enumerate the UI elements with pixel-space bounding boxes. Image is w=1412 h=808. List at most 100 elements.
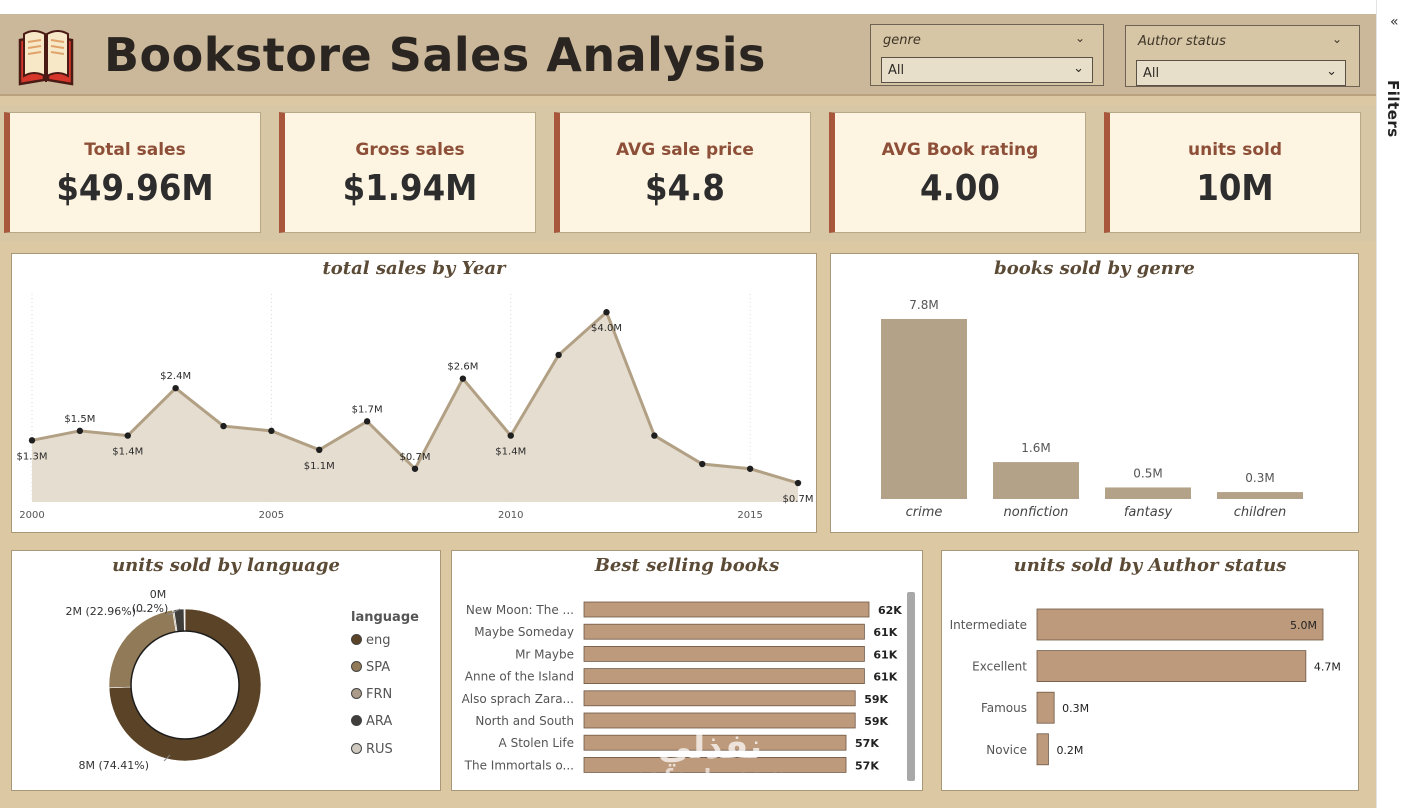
data-label: 2M (22.96%) — [65, 605, 136, 618]
kpi-card-units-sold: units sold 10M — [1104, 112, 1361, 233]
legend-marker — [351, 715, 362, 726]
data-label: 0.3M — [1062, 702, 1089, 715]
genre-slicer-label: genre — [883, 33, 921, 48]
double-chevron-left-icon[interactable]: « — [1390, 14, 1399, 30]
bar — [1036, 650, 1307, 682]
kpi-value: 4.00 — [920, 168, 1000, 209]
data-point — [411, 465, 419, 472]
area-fill — [32, 312, 798, 502]
legend-item-spa[interactable]: SPA — [351, 660, 390, 675]
data-point — [316, 446, 323, 454]
chevron-down-icon[interactable]: ⌄ — [1326, 64, 1337, 79]
bar — [993, 462, 1079, 499]
data-label: 61K — [873, 648, 897, 661]
header-bar: Bookstore Sales Analysis genre ⌄ All ⌄ A… — [0, 14, 1376, 96]
author-status-dropdown[interactable]: All ⌄ — [1136, 60, 1346, 86]
data-point — [76, 427, 84, 435]
kpi-value: $49.96M — [56, 168, 214, 209]
data-label: $1.4M — [495, 447, 526, 458]
kpi-label: AVG Book rating — [881, 140, 1039, 160]
legend-label: ARA — [366, 714, 393, 729]
category-label: Famous — [981, 701, 1027, 715]
legend-item-rus[interactable]: RUS — [351, 742, 393, 757]
data-label: $2.6M — [447, 362, 478, 373]
category-label: fantasy — [1124, 505, 1173, 520]
legend-marker — [351, 688, 362, 699]
bar — [583, 734, 847, 751]
data-point — [172, 384, 179, 392]
bar — [881, 319, 967, 499]
category-label: A Stolen Life — [499, 736, 574, 750]
kpi-card-gross-sales: Gross sales $1.94M — [279, 112, 536, 233]
legend-item-eng[interactable]: eng — [351, 633, 391, 648]
category-label: New Moon: The ... — [466, 603, 574, 617]
data-label: $1.4M — [112, 447, 143, 458]
bar — [583, 756, 847, 773]
donut-hole — [130, 630, 240, 740]
category-label: Maybe Someday — [474, 625, 574, 639]
legend-item-ara[interactable]: ARA — [351, 714, 392, 729]
filters-pane[interactable] — [1376, 0, 1412, 808]
genre-slicer[interactable]: genre ⌄ All ⌄ — [870, 24, 1104, 86]
pie-slice — [183, 608, 186, 632]
books-sold-by-genre-chart[interactable]: 7.8M crime 1.6M nonfiction 0.5M fantasy 0.3M ch… — [831, 254, 1358, 532]
chart-title: units sold by language — [112, 555, 340, 576]
author-status-slicer[interactable]: Author status ⌄ All ⌄ — [1125, 25, 1360, 87]
chevron-down-icon[interactable]: ⌄ — [1332, 32, 1343, 46]
bar — [583, 646, 865, 662]
legend-label: eng — [366, 633, 391, 648]
kpi-label: AVG sale price — [616, 140, 754, 160]
data-label: (0.2%) — [132, 602, 169, 615]
bar — [583, 690, 856, 707]
total-sales-by-year-chart[interactable]: 2000 2005 2010 2015 $1.3M $1.5M $1.4M $2.4M $1.1… — [12, 254, 816, 532]
data-label: 8M (74.41%) — [78, 759, 149, 772]
legend-marker — [351, 634, 362, 645]
units-sold-by-language-chart[interactable]: 8M (74.41%) 2M (22.96%) 0M(0.2%) — [12, 551, 342, 790]
data-label: $1.3M — [17, 451, 48, 462]
data-point — [220, 422, 227, 430]
data-label: 0M — [150, 588, 167, 601]
data-label: 57K — [855, 737, 879, 750]
best-selling-books-chart[interactable]: New Moon: The ... 62K Maybe Someday 61K Mr M… — [452, 551, 922, 790]
bar — [583, 712, 856, 729]
chart-title: Best selling books — [594, 555, 780, 576]
category-label: Anne of the Island — [465, 670, 574, 684]
category-label: Mr Maybe — [515, 647, 574, 661]
category-label: North and South — [475, 714, 574, 728]
data-point — [507, 432, 514, 439]
kpi-value: 10M — [1196, 168, 1274, 209]
chevron-down-icon[interactable]: ⌄ — [1075, 31, 1086, 45]
chart-title: total sales by Year — [322, 258, 506, 279]
data-label: $1.7M — [352, 404, 383, 415]
x-tick-label: 2010 — [498, 510, 523, 521]
legend-label: RUS — [366, 742, 393, 757]
legend-item-frn[interactable]: FRN — [351, 687, 392, 702]
bar — [1105, 487, 1191, 499]
units-sold-by-language-panel[interactable]: units sold by language 8M (74.41%) 2M (22… — [11, 550, 441, 791]
data-label: 59K — [864, 715, 888, 728]
genre-dropdown[interactable]: All ⌄ — [881, 57, 1093, 83]
chart-title: books sold by genre — [994, 258, 1195, 279]
scrollbar — [907, 592, 915, 781]
kpi-label: Total sales — [84, 140, 186, 160]
x-tick-label: 2005 — [259, 510, 284, 521]
data-label: $0.7M — [783, 494, 814, 505]
books-sold-by-genre-panel[interactable]: books sold by genre 7.8M crime 1.6M nonfict… — [830, 253, 1359, 533]
data-label: 1.6M — [1021, 441, 1050, 455]
data-label: 57K — [855, 759, 879, 772]
chevron-down-icon[interactable]: ⌄ — [1073, 61, 1084, 76]
units-sold-by-author-status-panel[interactable]: units sold by Author status Intermediate… — [941, 550, 1359, 791]
bar — [583, 623, 865, 640]
data-label: 0.3M — [1245, 471, 1274, 485]
data-label: 61K — [873, 671, 897, 684]
units-sold-by-author-status-chart[interactable]: Intermediate 5.0M Excellent 4.7M Famous 0.3M N… — [942, 551, 1358, 790]
data-label: $0.7M — [400, 452, 431, 463]
data-label: 62K — [878, 604, 902, 617]
category-label: Excellent — [972, 660, 1027, 674]
best-selling-books-panel[interactable]: Best selling books New Moon: The ... 62K M… — [451, 550, 923, 791]
filters-pane-label[interactable]: Filters — [1384, 80, 1402, 138]
leader-line — [167, 608, 181, 616]
data-label: 0.5M — [1133, 466, 1162, 480]
total-sales-by-year-panel[interactable]: total sales by Year 2000 2005 2010 2015 $1.3… — [11, 253, 817, 533]
legend-marker — [351, 661, 362, 672]
